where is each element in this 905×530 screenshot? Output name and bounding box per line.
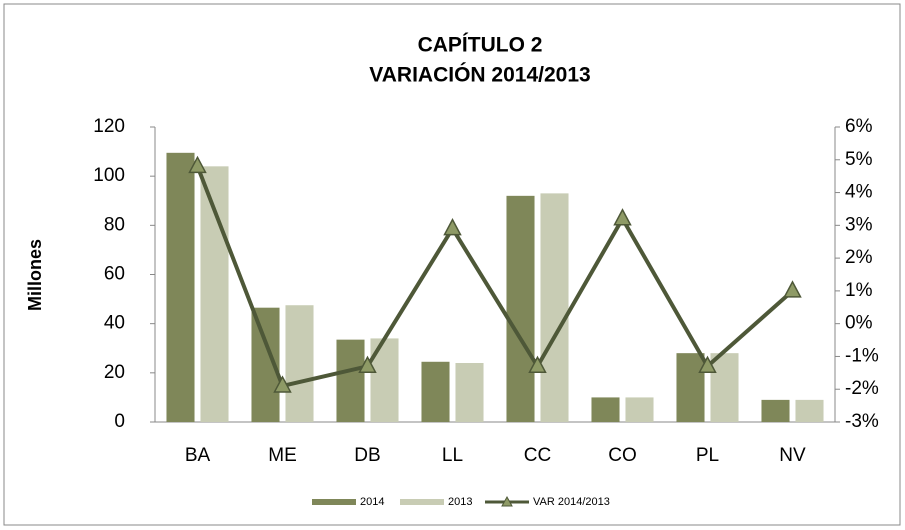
y2-tick-label: 6% — [845, 116, 873, 137]
line-marker — [188, 155, 207, 174]
bar — [540, 193, 569, 422]
bar — [795, 399, 824, 422]
y-tick-label: 60 — [104, 264, 125, 285]
x-tick-label: DB — [354, 445, 380, 466]
line-marker — [358, 355, 377, 374]
x-tick-label: CO — [608, 445, 637, 466]
line-marker — [783, 280, 802, 298]
y-tick-label: 40 — [104, 313, 125, 334]
legend-label: 2013 — [448, 496, 472, 508]
x-tick-label: BA — [185, 445, 211, 466]
bar — [336, 339, 365, 422]
y2-tick-label: -2% — [845, 378, 879, 399]
y2-tick-label: 0% — [845, 313, 873, 334]
y-tick-label: 80 — [104, 214, 125, 235]
bar — [710, 353, 739, 422]
chart-title: VARIACIÓN 2014/2013 — [369, 63, 590, 87]
line — [195, 165, 794, 389]
bar — [285, 305, 314, 422]
bar — [676, 353, 705, 422]
y-tick-label: 0 — [114, 411, 125, 432]
x-tick-label: LL — [442, 445, 463, 466]
bar — [455, 363, 484, 422]
y-tick-label: 120 — [93, 116, 125, 137]
legend-swatch — [400, 499, 444, 505]
y2-tick-label: 5% — [845, 149, 873, 170]
legend-label: VAR 2014/2013 — [533, 496, 610, 508]
y2-tick-label: -1% — [845, 345, 879, 366]
bar — [421, 361, 450, 422]
chart-title: CAPÍTULO 2 — [418, 34, 543, 57]
y2-tick-label: 3% — [845, 214, 873, 235]
x-tick-label: ME — [268, 445, 297, 466]
y2-tick-label: 2% — [845, 247, 873, 268]
chart-border — [3, 3, 901, 526]
legend-swatch — [312, 499, 356, 505]
line-marker — [613, 208, 632, 226]
bar — [625, 397, 654, 422]
line-marker — [698, 355, 717, 374]
line-marker — [443, 218, 462, 236]
y-axis-label: Millones — [25, 239, 45, 311]
y2-tick-label: 1% — [845, 280, 873, 301]
bar — [166, 152, 195, 422]
y-tick-label: 20 — [104, 362, 125, 383]
bar — [200, 166, 229, 422]
y-tick-label: 100 — [93, 165, 125, 186]
line-marker — [528, 355, 547, 374]
line-marker — [273, 375, 292, 393]
bar — [506, 195, 535, 422]
y2-tick-label: 4% — [845, 182, 873, 203]
y2-tick-label: -3% — [845, 411, 879, 432]
x-tick-label: CC — [524, 445, 551, 466]
legend-label: 2014 — [360, 496, 384, 508]
bar — [591, 397, 620, 422]
bar — [761, 399, 790, 422]
legend-swatch — [501, 495, 513, 507]
x-tick-label: PL — [696, 445, 719, 466]
x-tick-label: NV — [779, 445, 806, 466]
